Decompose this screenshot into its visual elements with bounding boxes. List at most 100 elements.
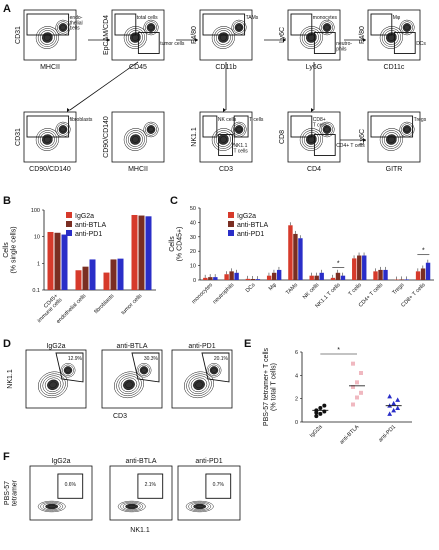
bar bbox=[319, 272, 324, 280]
bar bbox=[404, 279, 409, 280]
population-contour bbox=[55, 19, 71, 36]
x-axis-label: NK1.1 bbox=[130, 527, 150, 534]
population-contour bbox=[116, 373, 142, 397]
population-contour bbox=[37, 500, 66, 513]
x-tick-label: DCs bbox=[245, 282, 257, 294]
population-contour bbox=[190, 502, 209, 511]
bar bbox=[213, 277, 218, 280]
x-axis-label: GITR bbox=[386, 166, 403, 173]
y-tick-label: 20 bbox=[190, 249, 196, 255]
population-contour bbox=[190, 377, 208, 393]
data-point bbox=[314, 414, 319, 419]
bar bbox=[89, 259, 96, 290]
gate bbox=[114, 13, 137, 36]
legend-swatch bbox=[66, 221, 72, 227]
bar bbox=[203, 277, 208, 280]
bar bbox=[362, 255, 367, 280]
legend-label: anti-BTLA bbox=[237, 222, 268, 229]
population-contour bbox=[399, 19, 415, 36]
panel-label-b: B bbox=[3, 195, 11, 207]
x-tick-label: monocytes bbox=[191, 282, 214, 305]
panel-c: C 0 10 20 30 40 50 Cells(% CD45+) monocytesneutr… bbox=[169, 195, 434, 309]
bar bbox=[266, 275, 272, 280]
population-contour bbox=[324, 126, 330, 133]
x-axis-label: CD45 bbox=[129, 64, 147, 71]
population-contour bbox=[379, 26, 403, 49]
population-contour bbox=[60, 363, 76, 378]
significance-star: * bbox=[337, 261, 340, 268]
flow-plot: MHCII CD31 endo-thelial cells bbox=[15, 9, 83, 71]
y-axis-title: PBS-57 tetramer+ T cells(% total T cells… bbox=[263, 347, 277, 426]
population-contour bbox=[404, 126, 410, 133]
gating-arrow bbox=[69, 61, 139, 111]
gate-label: Mφ bbox=[393, 15, 401, 21]
y-tick-label: 50 bbox=[190, 206, 196, 212]
x-axis-label: CD11c bbox=[384, 64, 405, 71]
gate bbox=[57, 473, 84, 499]
data-point bbox=[351, 385, 355, 389]
flow-plot: CD4 CD8 CD8+ T cells CD4+ T cells bbox=[279, 111, 365, 173]
panel-label-e: E bbox=[244, 338, 251, 350]
bar bbox=[415, 271, 421, 280]
population-contour bbox=[213, 28, 233, 47]
plot-frame bbox=[171, 349, 233, 409]
population-contour bbox=[60, 24, 66, 31]
plot-frame bbox=[101, 349, 163, 409]
bar bbox=[224, 274, 229, 280]
population-contour bbox=[42, 502, 61, 511]
population-contour bbox=[40, 373, 66, 397]
bar bbox=[131, 214, 138, 290]
data-point bbox=[391, 407, 397, 413]
population-contour bbox=[208, 364, 220, 376]
bar bbox=[138, 215, 145, 290]
population-contour bbox=[39, 30, 55, 45]
gate-label: DCs bbox=[416, 41, 426, 47]
data-point bbox=[359, 390, 363, 395]
bar bbox=[288, 225, 293, 280]
population-contour bbox=[125, 130, 145, 149]
population-contour bbox=[35, 128, 59, 151]
x-tick-label: T cells bbox=[348, 282, 364, 298]
panel-a: A MHCII CD31 endo-thelial cells CD45 EpCAM/CD4… bbox=[3, 3, 427, 173]
population-contour bbox=[138, 364, 150, 376]
y-axis-label: Ly6C bbox=[279, 27, 286, 43]
population-contour bbox=[299, 128, 323, 151]
y-axis-label: CD90/CD140 bbox=[103, 116, 110, 158]
population-contour bbox=[141, 367, 147, 373]
panel-label-f: F bbox=[3, 451, 10, 463]
data-point bbox=[391, 400, 397, 406]
gate bbox=[290, 13, 313, 36]
arrow-head bbox=[195, 38, 198, 42]
gate-percentage: 0.6% bbox=[65, 482, 77, 488]
bar bbox=[352, 258, 357, 280]
gate-label: fibroblasts bbox=[70, 117, 93, 123]
legend-swatch bbox=[228, 221, 234, 227]
gate bbox=[202, 115, 218, 138]
population-contour bbox=[123, 26, 147, 49]
panel-e: E 0 2 4 6 PBS-57 tetramer+ T cells(% total T … bbox=[244, 338, 412, 446]
flow-plot: anti-PD1 20.1% bbox=[171, 343, 233, 409]
gate bbox=[131, 352, 160, 383]
legend-label: anti-PD1 bbox=[75, 231, 102, 238]
population-contour bbox=[185, 500, 214, 513]
gate-label: CD8+ T cells bbox=[313, 117, 328, 128]
population-contour bbox=[401, 21, 413, 34]
population-contour bbox=[60, 126, 66, 133]
y-tick-label: 2 bbox=[295, 397, 298, 403]
y-axis-label: EpCAM/CD4 bbox=[103, 15, 110, 55]
x-tick-label: tumor cells bbox=[120, 293, 143, 316]
population-contour bbox=[127, 504, 136, 509]
bar bbox=[330, 277, 336, 280]
population-contour bbox=[122, 502, 141, 511]
population-contour bbox=[42, 375, 64, 395]
arrow-head bbox=[363, 38, 366, 42]
panel-label-c: C bbox=[170, 195, 178, 207]
x-axis-label: CD3 bbox=[219, 166, 233, 173]
y-tick-label: 6 bbox=[295, 350, 298, 356]
bar bbox=[378, 269, 383, 280]
population-contour bbox=[37, 130, 57, 149]
y-axis-title: Cells(% single cells) bbox=[3, 226, 17, 273]
y-axis-label: NK1.1 bbox=[191, 127, 198, 147]
